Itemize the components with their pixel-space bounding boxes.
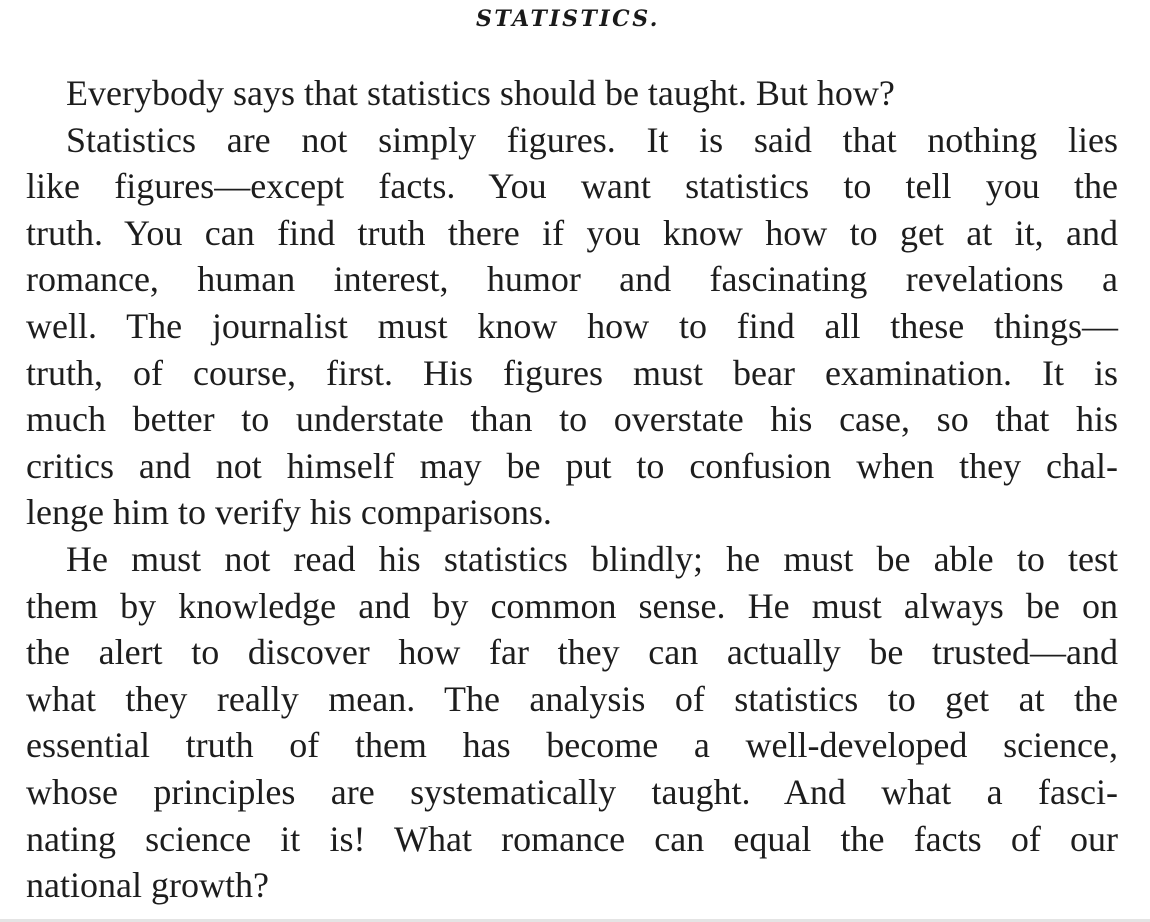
text-line: lenge him to verify his comparisons. [26, 492, 552, 533]
text-line: truth. You can find truth there if you k… [26, 212, 1118, 253]
text-line: romance, human interest, humor and fasci… [26, 259, 1118, 300]
text-line: national growth? [26, 865, 269, 906]
text-line: nating science it is! What romance can e… [26, 818, 1118, 859]
page-title: STATISTICS. [476, 6, 660, 32]
text-line: them by knowledge and by common sense. H… [26, 585, 1118, 626]
text-line: whose principles are systematically taug… [26, 771, 1118, 812]
text-line: much better to understate than to overst… [26, 399, 1118, 440]
text-line: what they really mean. The analysis of s… [26, 678, 1118, 719]
text-line: truth, of course, first. His figures mus… [26, 352, 1118, 393]
text-line: Statistics are not simply figures. It is… [66, 119, 1118, 160]
text-line: the alert to discover how far they can a… [26, 632, 1118, 673]
text-line: critics and not himself may be put to co… [26, 445, 1118, 486]
text-line: essential truth of them has become a wel… [26, 725, 1118, 766]
page-bottom-edge [0, 919, 1150, 922]
text-line: Everybody says that statistics should be… [66, 73, 895, 113]
text-line: He must not read his statistics blindly;… [66, 538, 1118, 579]
text-line: well. The journalist must know how to fi… [26, 305, 1118, 346]
text-line: like figures—except facts. You want stat… [26, 166, 1118, 207]
body-text: Everybody says that statistics should be… [26, 70, 1118, 909]
